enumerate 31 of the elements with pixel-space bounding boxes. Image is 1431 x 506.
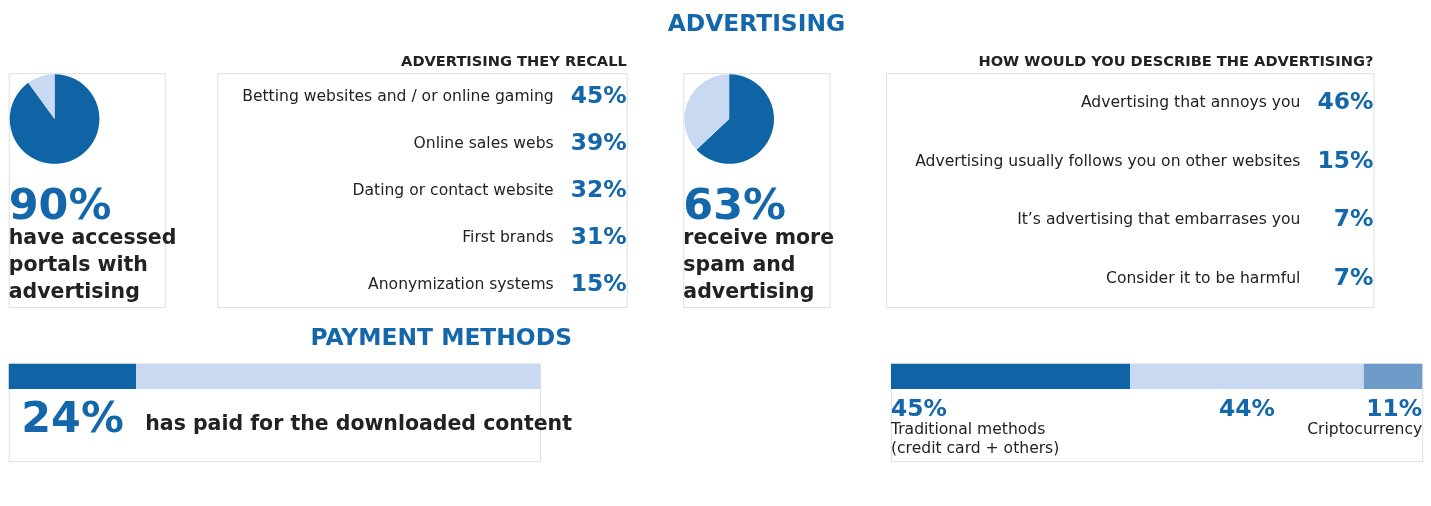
category-label: First brands [462,227,554,246]
text: HOW WOULD YOU DESCRIBE THE ADVERTISING? [978,52,1374,70]
data-label: 15% [570,268,627,297]
chart-title: PAYMENT METHODS [310,323,572,352]
category-label: Advertising that annoys you [1080,93,1301,112]
category-label: Online sales webs [413,134,554,153]
category-label: Consider it to be harmful [1106,268,1301,287]
category-label: Advertising usually follows you on other websites [915,151,1301,170]
category-label: It’s advertising that embarrases you [1017,210,1301,229]
text: ADVERTISING THEY RECALL [401,52,627,70]
data-label: 24% [21,391,124,442]
data-label: 7% [1333,262,1374,291]
text: have accessed portals with advertising [8,224,177,304]
category-label: Dating or contact website [352,181,554,200]
category-label: Betting websites and / or online gaming [242,87,554,106]
pie-slice [684,74,730,150]
data-label: 44% [1218,394,1275,423]
data-label: 32% [570,175,627,204]
pie-slice [696,74,774,164]
text: receive more spam and advertising [683,224,835,304]
data-label: 31% [570,221,627,250]
text: has paid for the downloaded content [145,410,573,435]
data-label: 45% [570,81,627,110]
pie-slice [28,74,55,120]
data-label: 15% [1317,145,1374,174]
data-label: 39% [570,128,627,157]
chart-title: ADVERTISING [667,9,846,38]
category-label: Anonymization systems [368,274,554,293]
data-label: 46% [1317,87,1374,116]
pie-slice [9,74,100,164]
data-label: 7% [1333,204,1374,233]
